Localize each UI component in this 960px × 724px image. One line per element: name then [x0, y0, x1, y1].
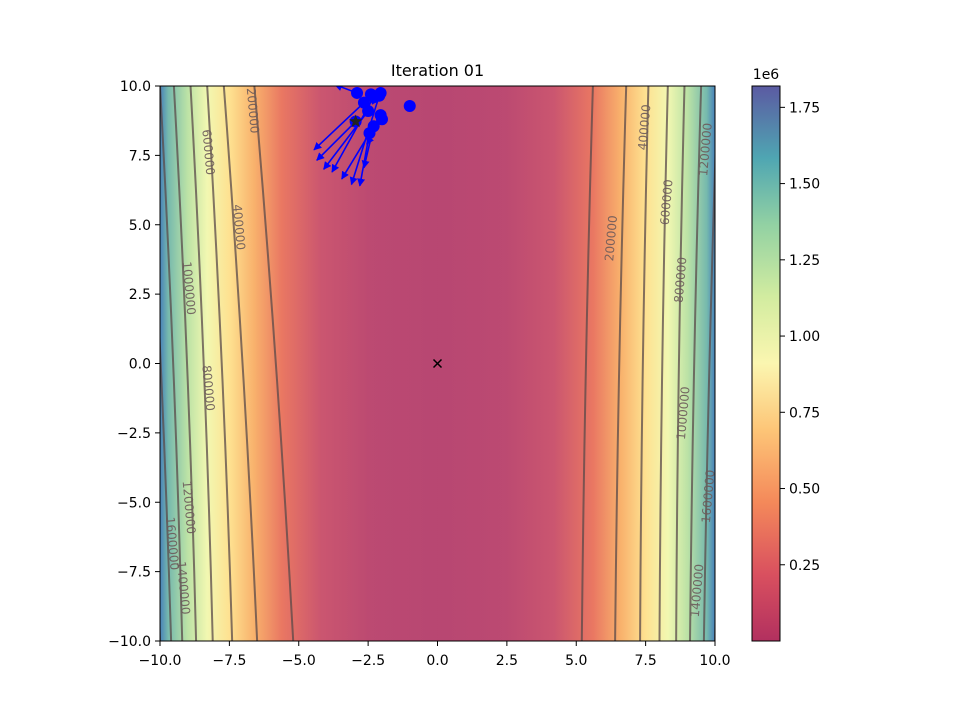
colorbar-tick-label: 0.75 [789, 405, 820, 421]
y-tick-label: −7.5 [117, 565, 151, 581]
contour-line [580, 86, 594, 641]
chart-title: Iteration 01 [391, 61, 484, 80]
contour-label: 1400000 [688, 563, 707, 617]
best-point-marker [349, 114, 363, 128]
colorbar-frame [751, 85, 781, 642]
particle-point [376, 113, 388, 126]
contour-label: 1200000 [696, 122, 715, 176]
contour-label: 1000000 [674, 386, 693, 440]
y-tick-label: 7.5 [129, 148, 151, 164]
contour-line [206, 86, 234, 641]
minimum-marker [432, 358, 443, 369]
velocity-arrow [313, 102, 365, 151]
colorbar-tick-label: 1.00 [789, 329, 820, 345]
contour-label: 600000 [658, 179, 676, 226]
contour-line [160, 326, 173, 641]
x-tick-label: 2.5 [496, 653, 518, 669]
colorbar: 1e6 0.25 0.50 0.75 1.00 1.25 1.50 1.75 [751, 67, 820, 642]
x-tick-label: 0.0 [426, 653, 448, 669]
y-tick-label: −5.0 [117, 495, 151, 511]
x-tick-label: 10.0 [699, 653, 730, 669]
plot-area: 2000006000004000001000000800000120000016… [160, 86, 718, 641]
contour-label: 1200000 [180, 480, 199, 534]
particle-point [403, 99, 416, 112]
y-tick-label: 10.0 [120, 79, 151, 95]
y-tick-label: 0.0 [129, 357, 151, 373]
colorbar-tick-label: 1.25 [789, 253, 820, 269]
velocity-arrow [349, 95, 380, 186]
contour-label: 200000 [602, 215, 620, 262]
particle-point [374, 86, 387, 99]
contour-line [614, 86, 628, 641]
contour-line [689, 86, 703, 641]
y-tick-label: 5.0 [129, 218, 151, 234]
contour-lines [160, 86, 715, 641]
contour-line [675, 86, 686, 641]
y-tick-label: −10.0 [108, 634, 151, 650]
contour-label: 800000 [199, 365, 217, 412]
velocity-arrow [331, 96, 375, 173]
contour-line [658, 86, 669, 641]
contour-label: 1400000 [174, 561, 193, 615]
contour-labels: 2000006000004000001000000800000120000016… [163, 87, 718, 618]
contour-line [222, 86, 259, 641]
colorbar-gradient [752, 86, 780, 641]
particle-swarm [313, 86, 443, 369]
contour-line [253, 86, 295, 641]
contour-line [639, 86, 650, 641]
contour-label: 1600000 [699, 469, 718, 523]
contour-label: 800000 [672, 256, 690, 303]
x-tick-label: −10.0 [139, 653, 182, 669]
colorbar-tick-label: 1.75 [789, 100, 820, 116]
x-tick-label: −2.5 [351, 653, 385, 669]
contour-label: 400000 [635, 104, 653, 151]
x-axis: −10.0 −7.5 −5.0 −2.5 0.0 2.5 5.0 7.5 10.0 [139, 641, 731, 669]
contour-line [172, 86, 198, 641]
x-tick-label: 5.0 [565, 653, 587, 669]
contour-label: 1000000 [180, 261, 199, 315]
contour-label: 400000 [230, 204, 248, 251]
contour-label: 1600000 [163, 516, 182, 570]
contour-label: 200000 [244, 87, 262, 134]
particle-point [351, 86, 364, 99]
velocity-arrow [361, 126, 375, 169]
y-axis: −10.0 −7.5 −5.0 −2.5 0.0 2.5 5.0 7.5 10.0 [108, 79, 160, 650]
contour-line [702, 138, 715, 641]
colorbar-tick-label: 1.50 [789, 177, 820, 193]
colorbar-tick-label: 0.25 [789, 558, 820, 574]
y-tick-label: 2.5 [129, 287, 151, 303]
contour-line [160, 86, 184, 641]
colorbar-offset-label: 1e6 [753, 67, 780, 83]
contour-line [189, 86, 214, 641]
y-tick-label: −2.5 [117, 426, 151, 442]
velocity-arrow [316, 120, 357, 161]
colorbar-tick-label: 0.50 [789, 482, 820, 498]
colorbar-ticks: 0.25 0.50 0.75 1.00 1.25 1.50 1.75 [780, 100, 820, 574]
particle-point [364, 88, 377, 101]
x-tick-label: −5.0 [282, 653, 316, 669]
contour-label: 600000 [199, 129, 217, 176]
x-tick-label: −7.5 [212, 653, 246, 669]
x-tick-label: 7.5 [634, 653, 656, 669]
contour-line [714, 602, 715, 641]
